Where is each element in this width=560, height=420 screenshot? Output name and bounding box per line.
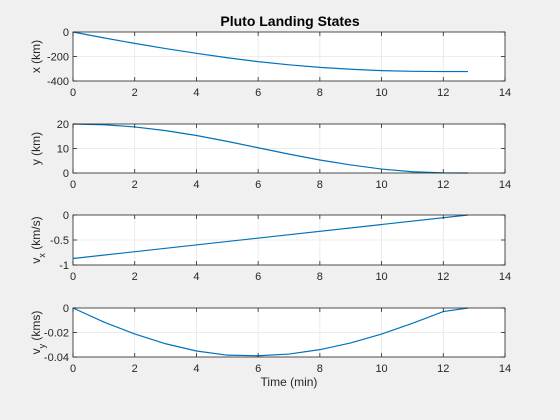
x-tick-label: 8: [317, 363, 323, 375]
x-tick-label: 6: [255, 87, 261, 99]
y-axis-label: vy (kms): [29, 311, 47, 355]
figure-title: Pluto Landing States: [220, 13, 359, 29]
subplot-2: 0 2 4 6 8 10 12 14 0 10 20 y (km): [29, 119, 511, 191]
y-tick-label: -200: [47, 52, 69, 64]
x-tick-label: 10: [375, 271, 387, 283]
y-axis-label-unit: (km/s): [29, 216, 43, 253]
y-tick-label: 0: [63, 303, 69, 315]
x-tick-label: 0: [70, 363, 76, 375]
x-tick-label: 12: [437, 87, 449, 99]
x-tick-label: 6: [255, 363, 261, 375]
x-axis-label: Time (min): [261, 375, 318, 389]
subplots: 0 2 4 6 8 10 12 14 -400 -200 0 x (km) 0 2 4 6 8 10 12 14 0 10…: [29, 27, 511, 389]
x-tick-label: 2: [132, 363, 138, 375]
series-line-1: [72, 214, 469, 260]
y-tick-label: -0.04: [44, 352, 69, 364]
y-axis-label: vx (km/s): [29, 216, 47, 263]
x-tick-label: 2: [132, 179, 138, 191]
y-tick-label: 20: [57, 119, 69, 131]
x-tick-label: 14: [499, 271, 511, 283]
x-tick-label: 6: [255, 271, 261, 283]
y-tick-label: 0: [63, 27, 69, 39]
x-tick-label: 10: [375, 87, 387, 99]
y-tick-label: 0: [63, 168, 69, 180]
y-tick-label: 10: [57, 144, 69, 156]
series-line-1: [72, 31, 468, 73]
x-tick-label: 2: [132, 87, 138, 99]
x-tick-label: 2: [132, 271, 138, 283]
y-axis-label-subscript: x: [37, 253, 47, 258]
x-tick-label: 12: [437, 271, 449, 283]
x-tick-label: 10: [375, 179, 387, 191]
x-tick-label: 8: [317, 271, 323, 283]
subplot-3: 0 2 4 6 8 10 12 14 -1 -0.5 0 vx (km/s): [29, 210, 511, 283]
x-tick-label: 8: [317, 87, 323, 99]
y-tick-label: -1: [59, 260, 69, 272]
x-tick-label: 12: [437, 179, 449, 191]
x-tick-label: 6: [255, 179, 261, 191]
y-axis-label-unit: (kms): [29, 311, 43, 344]
x-tick-label: 14: [499, 87, 511, 99]
y-axis-label-subscript: y: [37, 343, 47, 348]
x-tick-label: 14: [499, 363, 511, 375]
series-line-1: [72, 123, 468, 174]
x-tick-label: 12: [437, 363, 449, 375]
x-tick-label: 4: [193, 271, 199, 283]
y-tick-label: 0: [63, 210, 69, 222]
x-tick-label: 8: [317, 179, 323, 191]
y-axis-label: x (km): [29, 40, 43, 73]
y-tick-label: -400: [47, 76, 69, 88]
y-axis-label-symbol: v: [29, 348, 43, 354]
y-axis-label-symbol: v: [29, 258, 43, 264]
y-axis-label: y (km): [29, 132, 43, 165]
x-tick-label: 0: [70, 179, 76, 191]
x-tick-label: 4: [193, 179, 199, 191]
series-line-1: [72, 307, 469, 357]
x-tick-label: 10: [375, 363, 387, 375]
y-tick-label: -0.5: [50, 235, 69, 247]
x-tick-label: 0: [70, 271, 76, 283]
x-tick-label: 4: [193, 87, 199, 99]
x-tick-label: 0: [70, 87, 76, 99]
x-tick-label: 4: [193, 363, 199, 375]
y-tick-label: -0.02: [44, 328, 69, 340]
subplot-1: 0 2 4 6 8 10 12 14 -400 -200 0 x (km): [29, 27, 511, 99]
x-tick-label: 14: [499, 179, 511, 191]
subplot-4: 0 2 4 6 8 10 12 14 -0.04 -0.02 0 vy (kms) Time (min): [29, 303, 511, 389]
